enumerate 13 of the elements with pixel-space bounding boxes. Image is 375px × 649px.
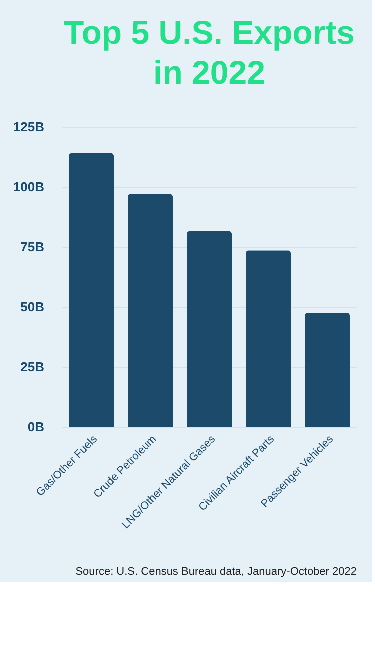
y-tick-label: 25B [20, 360, 44, 374]
bar [69, 153, 114, 427]
y-tick-label: 0B [28, 420, 44, 434]
y-tick-label: 50B [20, 300, 44, 314]
bar [305, 313, 350, 427]
source-note: Source: U.S. Census Bureau data, January-October 2022 [76, 566, 357, 578]
bar [246, 250, 291, 427]
y-tick-label: 75B [20, 240, 44, 254]
y-tick-label: 125B [13, 120, 44, 134]
chart-title: Top 5 U.S. Exports in 2022 [64, 14, 355, 91]
bar [187, 231, 232, 427]
bar [128, 194, 173, 427]
y-tick-label: 100B [13, 180, 44, 194]
